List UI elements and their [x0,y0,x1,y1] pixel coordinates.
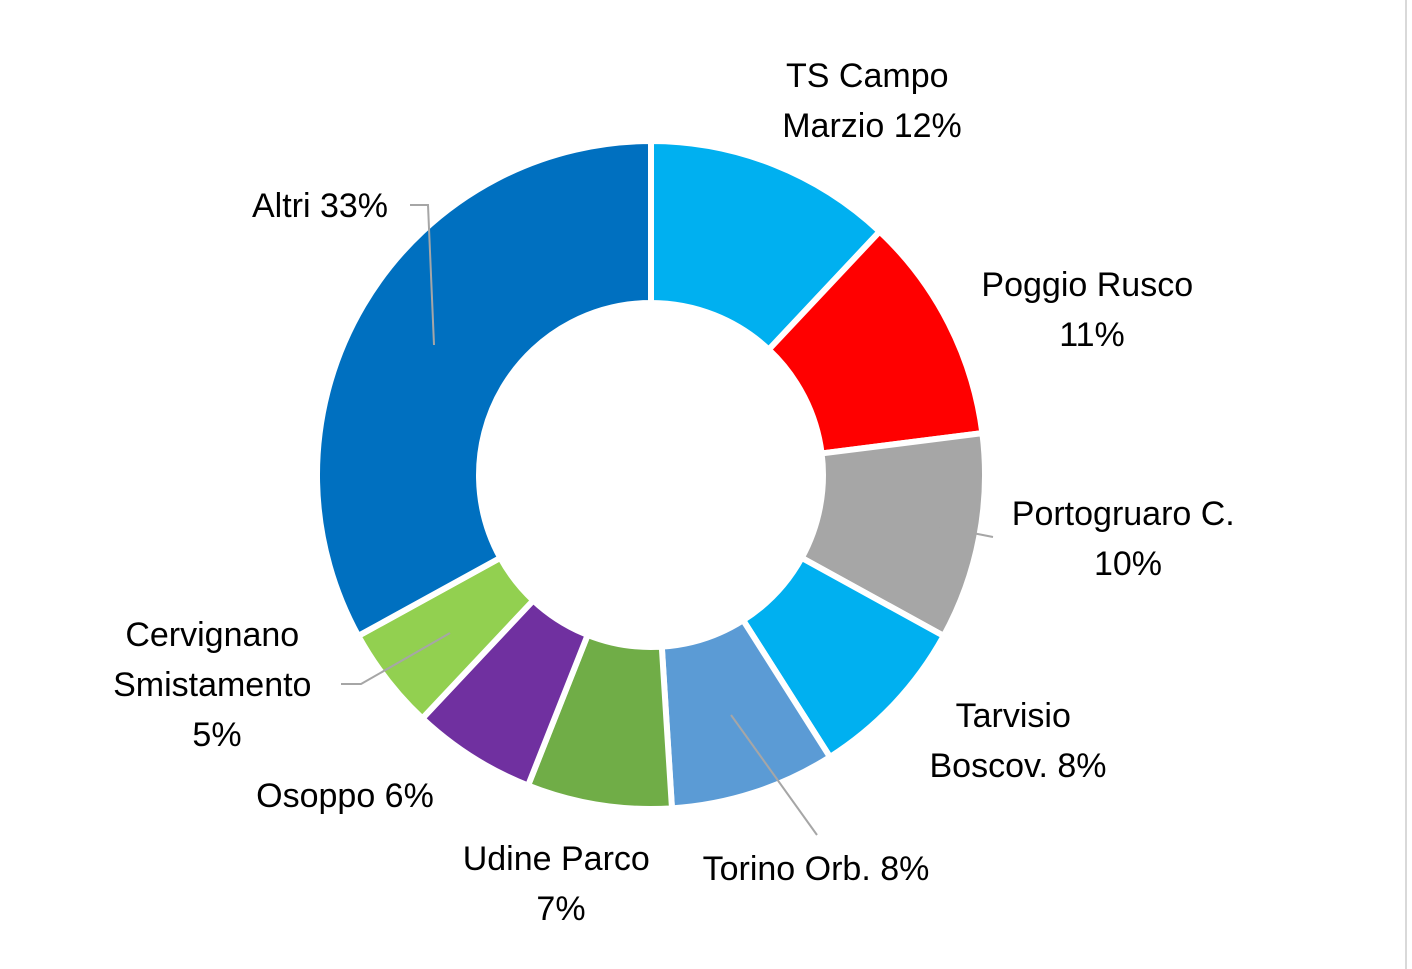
leader-lines [341,204,994,836]
data-label-line: Altri 33% [252,187,388,225]
leader-line-portogruaro [936,525,994,538]
data-label-altri: Altri 33% [252,187,388,225]
data-label-line: 10% [1094,545,1162,583]
data-label-line: 7% [536,890,585,928]
data-label-line: 11% [1059,316,1125,354]
data-label-poggio-rusco: Poggio Rusco 11% [981,266,1202,354]
data-label-cervignano: Cervignano Smistamento 5% [113,616,321,754]
data-label-line: Osoppo 6% [256,777,434,815]
frame-border [1405,0,1407,969]
data-label-line: Torino Orb. 8% [703,850,930,888]
leader-line-altri [410,204,435,346]
leader-line-torino [730,714,818,836]
data-label-line: Boscov. 8% [929,747,1106,785]
slice-poggio-rusco [764,227,986,457]
data-label-line: Cervignano [125,616,299,654]
data-label-ts-campo-marzio: TS Campo Marzio 12% [782,57,962,145]
data-label-line: Poggio Rusco [981,266,1193,304]
data-label-torino-orb: Torino Orb. 8% [703,850,930,888]
data-label-line: TS Campo [786,57,949,95]
data-label-tarvisio: Tarvisio Boscov. 8% [929,697,1106,785]
data-label-line: 5% [192,716,241,754]
data-label-line: Marzio 12% [782,107,962,145]
data-label-portogruaro: Portogruaro C. 10% [1012,495,1244,583]
data-label-line: Portogruaro C. [1012,495,1235,533]
slice-altri [314,137,654,640]
slice-ts-campo-marzio [648,137,884,354]
data-label-udine-parco: Udine Parco 7% [463,840,660,928]
data-label-line: Tarvisio [956,697,1071,735]
data-label-line: Udine Parco [463,840,650,878]
data-label-osoppo: Osoppo 6% [256,777,434,815]
data-label-line: Smistamento [113,666,311,704]
donut-slices [314,137,988,812]
leader-line-cervignano [341,632,451,685]
